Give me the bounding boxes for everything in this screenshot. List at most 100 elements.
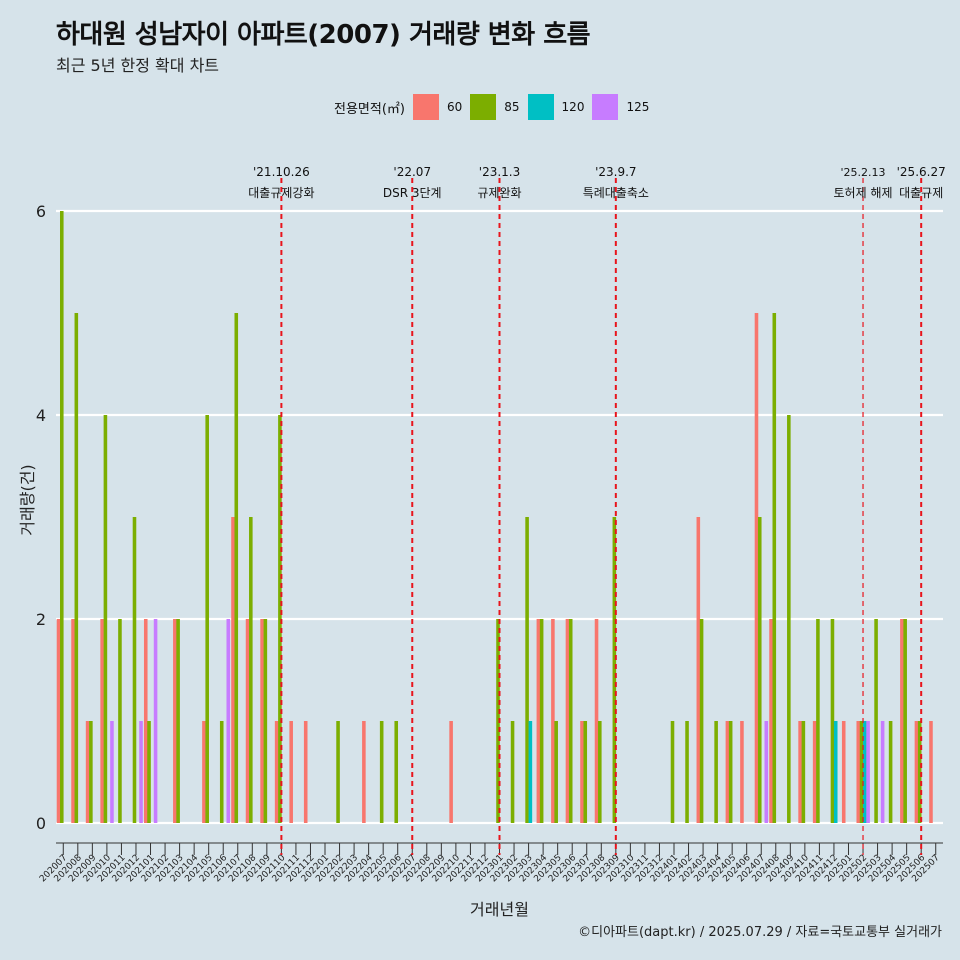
y-tick-label: 2 [36, 610, 46, 629]
bar-85 [728, 721, 733, 823]
bar-60 [202, 721, 206, 823]
bar-60 [696, 517, 701, 823]
event-name-label: 대출규제강화 [248, 186, 314, 200]
bar-60 [725, 721, 730, 823]
legend-swatch-120 [527, 94, 554, 120]
bar-85 [118, 619, 122, 823]
event-name-label: 대출규제 [899, 186, 943, 200]
legend-swatch-85 [470, 94, 497, 120]
bar-85 [263, 619, 268, 823]
bar-60 [798, 721, 802, 823]
x-axis-title: 거래년월 [470, 900, 529, 919]
bar-85 [278, 415, 282, 823]
bar-85 [147, 721, 151, 823]
bar-125 [866, 721, 870, 823]
bar-60 [231, 517, 235, 823]
bar-60 [449, 721, 453, 823]
bar-60 [303, 721, 308, 823]
y-tick-label: 0 [36, 814, 46, 833]
bar-60 [143, 619, 148, 823]
bar-125 [153, 619, 158, 823]
legend-item-125: 125 [592, 94, 649, 120]
bar-60 [914, 721, 919, 823]
legend-swatch-60 [412, 94, 439, 120]
bar-60 [100, 619, 104, 823]
bar-85 [336, 721, 340, 823]
bar-125 [110, 721, 114, 823]
bar-85 [801, 721, 806, 823]
bar-85 [234, 313, 239, 823]
bar-85 [670, 721, 675, 823]
bar-60 [929, 721, 933, 823]
bar-60 [565, 619, 570, 823]
event-name-label: 특례대출축소 [583, 186, 649, 200]
bar-60 [362, 721, 366, 823]
legend-swatch-125 [592, 94, 619, 120]
bar-85 [103, 415, 108, 823]
bar-85 [379, 721, 384, 823]
bar-85 [859, 721, 864, 823]
event-date-label: '23.1.3 [479, 165, 520, 179]
event-date-label: '23.9.7 [595, 165, 636, 179]
bar-85 [830, 619, 835, 823]
bar-85 [757, 517, 762, 823]
bar-85 [205, 415, 209, 823]
bar-85 [699, 619, 704, 823]
bar-85 [888, 721, 893, 823]
bar-85 [219, 721, 224, 823]
bar-85 [394, 721, 399, 823]
bar-85 [89, 721, 93, 823]
bar-60 [71, 619, 75, 823]
bar-60 [594, 619, 599, 823]
bar-85 [568, 619, 573, 823]
event-date-label: '25.2.13 [841, 166, 886, 179]
bar-85 [176, 619, 180, 823]
legend-item-120: 120 [527, 94, 584, 120]
chart-subtitle: 최근 5년 한정 확대 차트 [56, 56, 220, 75]
bar-85 [874, 619, 878, 823]
legend-item-60: 60 [412, 94, 463, 120]
bar-60 [56, 619, 61, 823]
bar-85 [583, 721, 588, 823]
legend-label-60: 60 [446, 100, 463, 114]
bar-60 [841, 721, 846, 823]
bar-85 [903, 619, 907, 823]
bar-125 [226, 619, 231, 823]
bar-125 [880, 721, 885, 823]
bar-85 [554, 721, 558, 823]
legend-label-125: 125 [626, 100, 650, 114]
legend-title: 전용면적(㎡) [334, 101, 405, 117]
bar-85 [917, 721, 922, 823]
bar-60 [580, 721, 584, 823]
bar-85 [496, 619, 500, 823]
legend-item-85: 85 [470, 94, 520, 120]
bar-120 [833, 721, 838, 823]
bar-85 [525, 517, 529, 823]
bar-60 [85, 721, 90, 823]
bar-60 [260, 619, 264, 823]
bar-125 [764, 721, 769, 823]
bar-60 [536, 619, 541, 823]
y-tick-label: 4 [36, 406, 46, 425]
bar-85 [510, 721, 515, 823]
event-date-label: '22.07 [393, 165, 431, 179]
legend: 전용면적(㎡) 60 85 120 125 [334, 94, 657, 120]
bar-60 [740, 721, 744, 823]
bar-60 [274, 721, 279, 823]
bar-60 [289, 721, 293, 823]
bar-85 [685, 721, 689, 823]
bar-60 [551, 619, 555, 823]
bar-120 [863, 721, 867, 823]
bar-85 [249, 517, 253, 823]
bar-60 [856, 721, 861, 823]
bar-85 [816, 619, 820, 823]
bar-60 [754, 313, 759, 823]
event-name-label: 규제완화 [477, 186, 521, 200]
bar-60 [173, 619, 177, 823]
event-name-label: 토허제 해제 [834, 186, 893, 200]
bar-125 [139, 721, 143, 823]
bar-60 [900, 619, 904, 823]
event-date-label: '21.10.26 [253, 165, 310, 179]
bar-85 [539, 619, 544, 823]
